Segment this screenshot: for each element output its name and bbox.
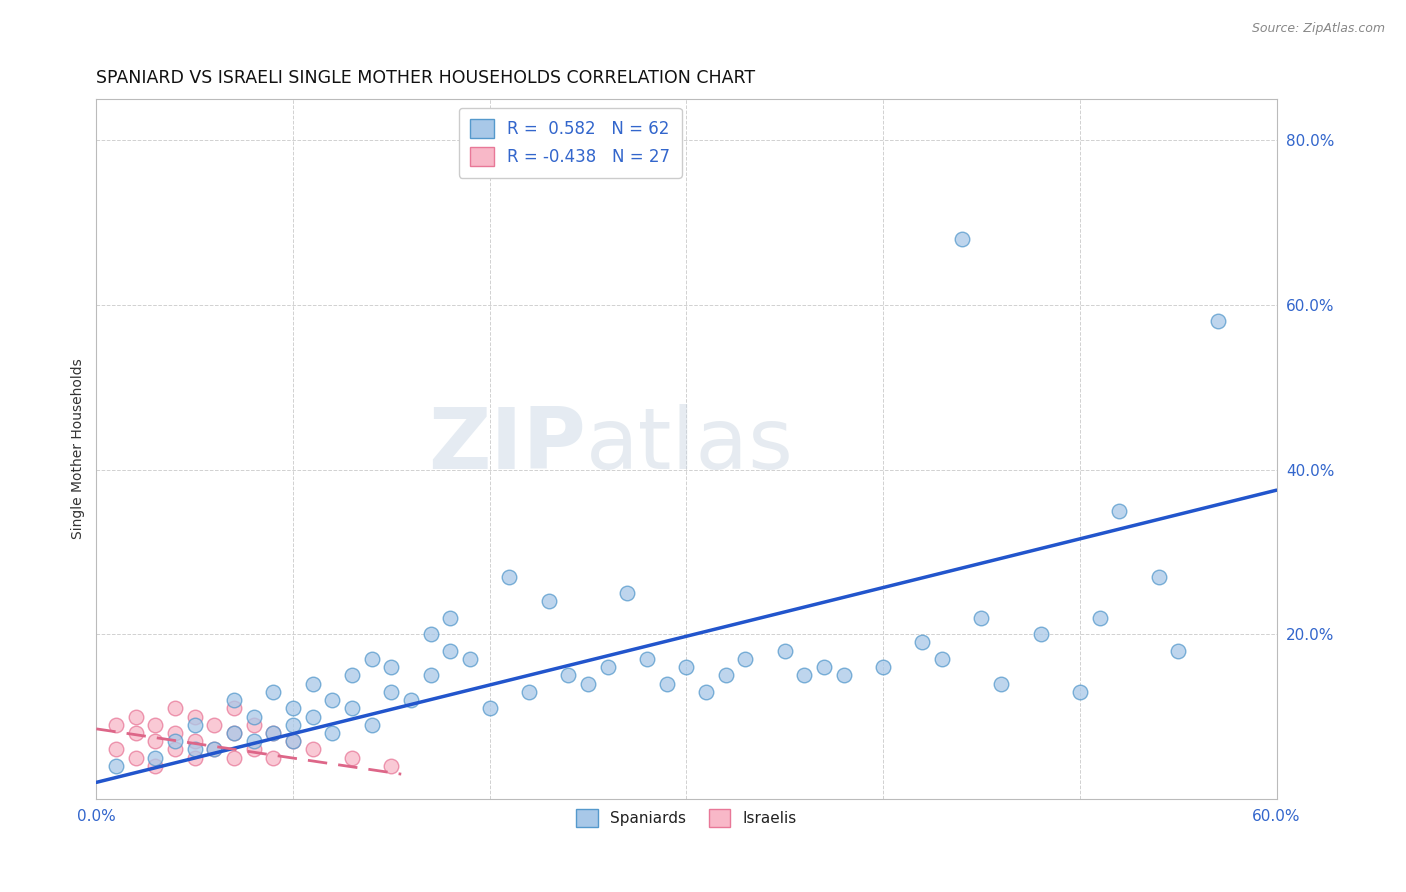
Point [872, 660, 894, 674]
Point [990, 676, 1012, 690]
Point [242, 717, 264, 731]
Point [950, 232, 973, 246]
Point [222, 726, 245, 740]
Point [380, 685, 402, 699]
Point [478, 701, 501, 715]
Point [262, 726, 284, 740]
Point [537, 594, 560, 608]
Point [163, 701, 186, 715]
Point [675, 660, 697, 674]
Point [576, 676, 599, 690]
Point [262, 685, 284, 699]
Point [183, 717, 205, 731]
Point [695, 685, 717, 699]
Point [183, 742, 205, 756]
Point [458, 652, 481, 666]
Point [281, 734, 304, 748]
Point [202, 717, 225, 731]
Point [301, 676, 323, 690]
Point [321, 693, 343, 707]
Point [832, 668, 855, 682]
Point [636, 652, 658, 666]
Text: atlas: atlas [586, 404, 794, 487]
Point [340, 668, 363, 682]
Point [125, 709, 148, 723]
Point [222, 750, 245, 764]
Point [419, 668, 441, 682]
Point [931, 652, 953, 666]
Point [380, 660, 402, 674]
Point [340, 750, 363, 764]
Point [1206, 314, 1229, 328]
Point [498, 569, 520, 583]
Point [616, 586, 638, 600]
Point [557, 668, 579, 682]
Point [970, 611, 993, 625]
Text: ZIP: ZIP [429, 404, 586, 487]
Point [734, 652, 756, 666]
Text: SPANIARD VS ISRAELI SINGLE MOTHER HOUSEHOLDS CORRELATION CHART: SPANIARD VS ISRAELI SINGLE MOTHER HOUSEH… [97, 69, 755, 87]
Point [262, 750, 284, 764]
Point [714, 668, 737, 682]
Point [911, 635, 934, 649]
Point [143, 750, 166, 764]
Legend: Spaniards, Israelis: Spaniards, Israelis [571, 804, 803, 833]
Point [419, 627, 441, 641]
Point [222, 726, 245, 740]
Point [301, 709, 323, 723]
Point [1069, 685, 1091, 699]
Point [439, 611, 461, 625]
Point [183, 750, 205, 764]
Point [183, 709, 205, 723]
Point [163, 734, 186, 748]
Point [143, 717, 166, 731]
Point [321, 726, 343, 740]
Point [105, 742, 128, 756]
Point [202, 742, 225, 756]
Point [222, 693, 245, 707]
Point [163, 726, 186, 740]
Point [1088, 611, 1111, 625]
Point [281, 717, 304, 731]
Point [360, 652, 382, 666]
Y-axis label: Single Mother Households: Single Mother Households [72, 359, 86, 540]
Point [242, 742, 264, 756]
Point [517, 685, 540, 699]
Point [360, 717, 382, 731]
Point [242, 734, 264, 748]
Point [262, 726, 284, 740]
Point [105, 717, 128, 731]
Point [1029, 627, 1052, 641]
Point [596, 660, 619, 674]
Point [143, 759, 166, 773]
Point [202, 742, 225, 756]
Point [399, 693, 422, 707]
Point [281, 734, 304, 748]
Point [125, 726, 148, 740]
Point [1108, 504, 1130, 518]
Point [242, 709, 264, 723]
Point [793, 668, 815, 682]
Point [222, 701, 245, 715]
Point [183, 734, 205, 748]
Point [1167, 643, 1189, 657]
Text: Source: ZipAtlas.com: Source: ZipAtlas.com [1251, 22, 1385, 36]
Point [163, 742, 186, 756]
Point [380, 759, 402, 773]
Point [1147, 569, 1170, 583]
Point [105, 759, 128, 773]
Point [301, 742, 323, 756]
Point [773, 643, 796, 657]
Point [439, 643, 461, 657]
Point [655, 676, 678, 690]
Point [813, 660, 835, 674]
Point [143, 734, 166, 748]
Point [281, 701, 304, 715]
Point [340, 701, 363, 715]
Point [125, 750, 148, 764]
